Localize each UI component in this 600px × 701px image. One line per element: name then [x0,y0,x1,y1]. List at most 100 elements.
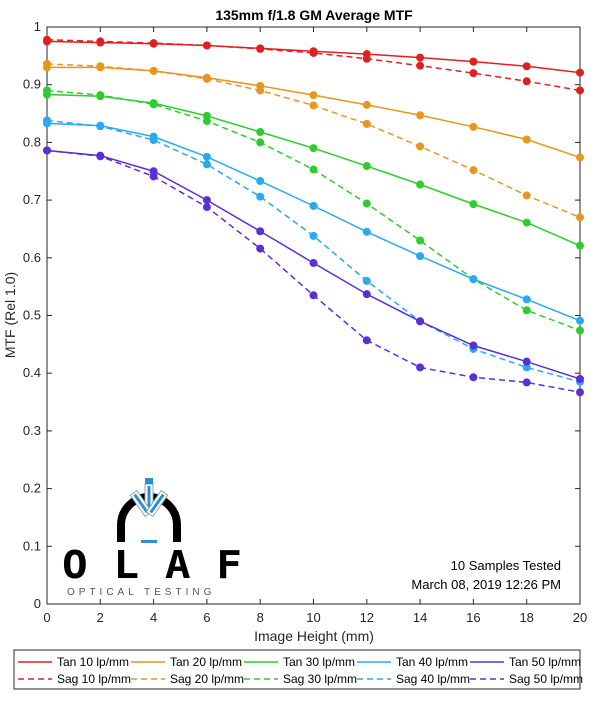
x-axis-label: Image Height (mm) [254,628,374,644]
data-point [416,53,425,62]
legend-item: Sag 20 lp/mm [131,672,244,686]
data-point [469,275,478,284]
legend-label: Tan 10 lp/mm [57,655,129,669]
data-point [469,200,478,209]
data-point [416,236,425,245]
data-point [522,191,531,200]
y-tick-label: 0.3 [23,423,41,438]
y-tick-label: 0.9 [23,77,41,92]
data-point [362,227,371,236]
plot-area [46,26,581,605]
data-point [522,77,531,86]
data-point [202,160,211,169]
legend-item: Sag 10 lp/mm [18,672,131,686]
x-tick-label: 4 [150,610,157,625]
logo-letters: O L A F [62,543,242,587]
data-point [576,326,584,335]
y-tick-label: 0.6 [23,250,41,265]
series-sag-10-lp-mm [43,35,584,95]
x-tick-label: 2 [97,610,104,625]
y-tick-label: 1 [34,19,41,34]
data-point [522,218,531,227]
data-point [96,122,105,131]
y-tick-label: 0 [34,596,41,611]
date-annotation: March 08, 2019 12:26 PM [411,577,561,592]
olaf-lamp-icon [117,478,181,543]
data-point [202,196,211,205]
samples-annotation: 10 Samples Tested [451,558,561,573]
data-point [522,295,531,304]
data-point [576,388,584,397]
data-point [469,373,478,382]
data-point [416,61,425,70]
data-point [416,252,425,261]
data-point [96,91,105,100]
y-tick-label: 0.1 [23,538,41,553]
x-tick-label: 12 [360,610,374,625]
data-point [149,100,158,109]
data-point [522,306,531,315]
data-point [96,152,105,161]
legend-item: Sag 50 lp/mm [470,672,583,686]
data-point [149,172,158,181]
data-point [362,54,371,63]
legend-label: Tan 30 lp/mm [283,655,355,669]
legend-label: Tan 50 lp/mm [509,655,581,669]
series-tan-40-lp-mm [43,119,584,325]
data-point [149,66,158,75]
data-point [43,116,51,125]
legend-label: Sag 30 lp/mm [283,672,357,686]
legend-item: Tan 30 lp/mm [244,655,355,669]
data-point [362,336,371,345]
y-tick-label: 0.2 [23,481,41,496]
olaf-logo: O L A F OPTICAL TESTING [62,478,242,598]
x-tick-label: 20 [573,610,587,625]
data-point [576,241,584,250]
y-tick-label: 0.4 [23,365,41,380]
y-tick-label: 0.5 [23,308,41,323]
data-point [256,128,265,137]
data-point [469,122,478,131]
legend-label: Sag 10 lp/mm [57,672,131,686]
data-point [469,57,478,66]
data-point [362,119,371,128]
data-point [576,153,584,162]
legend-label: Tan 20 lp/mm [170,655,242,669]
y-tick-label: 0.7 [23,192,41,207]
data-point [416,180,425,189]
legend-item: Sag 30 lp/mm [244,672,357,686]
data-point [576,374,584,383]
series-sag-50-lp-mm [43,146,584,397]
data-point [309,165,318,174]
data-point [576,86,584,95]
legend-item: Tan 20 lp/mm [131,655,242,669]
data-point [469,341,478,350]
data-point [576,316,584,325]
data-point [362,199,371,208]
data-point [416,363,425,372]
legend-items: Tan 10 lp/mm Sag 10 lp/mm Tan 20 lp/mm Sag … [18,655,583,686]
data-point [522,62,531,71]
logo-subtitle: OPTICAL TESTING [67,587,215,598]
data-point [362,290,371,299]
data-point [309,291,318,300]
series-layer [43,35,584,397]
data-point [202,74,211,83]
data-point [416,142,425,151]
series-sag-20-lp-mm [43,59,584,222]
data-point [149,39,158,48]
data-point [96,37,105,46]
chart-title: 135mm f/1.8 GM Average MTF [215,7,413,23]
data-point [309,91,318,100]
legend-item: Sag 40 lp/mm [357,672,470,686]
data-point [256,138,265,147]
data-point [576,213,584,222]
data-point [309,144,318,153]
legend-label: Sag 50 lp/mm [509,672,583,686]
x-tick-label: 14 [413,610,427,625]
data-point [362,276,371,285]
data-point [202,152,211,161]
data-point [256,177,265,186]
data-point [149,136,158,145]
